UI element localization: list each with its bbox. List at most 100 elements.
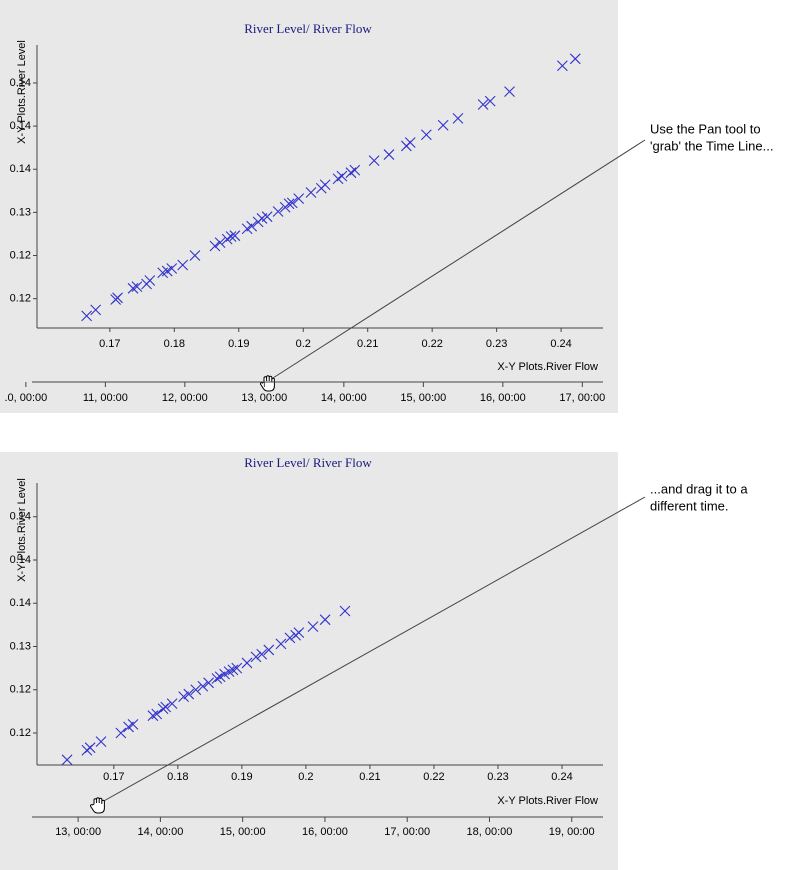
x-tick-label: 0.22 [423,771,444,783]
data-point [452,112,464,124]
timeline-tick-label: 11, 00:00 [83,392,128,404]
timeline-tick-label: 16, 00:00 [480,392,526,404]
x-tick-label: 0.22 [421,338,442,350]
data-point [190,684,202,696]
data-point [231,662,243,674]
x-axis-label: X-Y Plots.River Flow [497,361,598,373]
y-axis-label: X-Y Plots.River Level [16,40,28,144]
x-tick-label: 0.17 [103,771,124,783]
data-point [189,250,201,261]
timeline-tick-label: .0, 00:00 [4,392,47,404]
x-axis-label: X-Y Plots.River Flow [497,795,598,807]
y-tick-label: 0.13 [10,640,31,652]
x-tick-label: 0.18 [167,771,188,783]
data-point [293,193,305,204]
data-point [319,614,331,626]
x-tick-label: 0.21 [359,771,380,783]
data-point [203,677,214,689]
hand-cursor [89,797,105,814]
data-point [283,198,295,210]
data-point [112,292,123,304]
timeline-tick-label: 17, 00:00 [559,392,605,404]
data-point [307,621,319,632]
connector-line [272,139,646,379]
data-point [211,673,223,684]
data-point [81,310,93,322]
x-tick-label: 0.24 [551,771,572,783]
y-tick-label: 0.14 [10,120,31,132]
x-tick-label: 0.19 [228,338,249,350]
data-point [166,263,178,274]
data-point [569,53,581,65]
y-tick-label: 0.14 [10,554,31,566]
data-point [383,149,395,160]
timeline-tick-label: 17, 00:00 [384,826,430,838]
y-tick-label: 0.12 [10,727,31,739]
data-point [147,710,159,722]
timeline-tick-label: 12, 00:00 [162,392,208,404]
data-point [261,211,273,223]
data-point [144,275,156,286]
timeline-tick-label: 14, 00:00 [321,392,367,404]
data-point [250,651,262,663]
data-point [484,95,496,107]
timeline-tick-label: 13, 00:00 [55,826,101,838]
data-point [197,680,209,692]
data-point [286,197,298,209]
x-tick-label: 0.23 [486,338,507,350]
data-point [127,718,139,730]
chart-panel [0,0,618,413]
annotation: 'grab' the Time Line... [650,138,773,153]
timeline-tick-label: 19, 00:00 [549,826,595,838]
y-tick-label: 0.14 [10,511,31,523]
data-point [404,137,416,148]
data-point [272,206,284,217]
data-point [115,727,127,739]
timeline-tick-label: 16, 00:00 [302,826,348,838]
x-tick-label: 0.21 [357,338,378,350]
data-point [183,688,195,700]
x-tick-label: 0.18 [164,338,185,350]
data-point [131,281,143,292]
data-point [241,657,253,669]
y-axis-label: X-Y Plots.River Level [16,478,28,582]
timeline-tick-label: 18, 00:00 [467,826,513,838]
data-point [256,648,268,660]
chart-title: River Level/ River Flow [244,21,372,36]
y-tick-label: 0.13 [10,206,31,218]
data-point [227,664,239,676]
data-point [151,708,163,720]
hand-cursor [259,375,275,392]
timeline-tick-label: 13, 00:00 [241,392,287,404]
data-point [177,259,189,271]
data-point [336,170,348,182]
data-point [477,99,489,110]
data-point [420,129,432,141]
y-tick-label: 0.14 [10,163,31,175]
data-point [504,86,515,97]
data-point [437,119,449,131]
y-tick-label: 0.14 [10,597,31,609]
data-point [556,60,568,72]
data-point [223,666,235,677]
data-point [319,179,331,191]
data-point [160,701,172,713]
data-point [61,754,73,766]
x-tick-label: 0.2 [298,771,313,783]
connector-line [101,496,646,803]
data-point [339,605,351,617]
x-tick-label: 0.17 [99,338,120,350]
x-tick-label: 0.2 [296,338,311,350]
data-point [263,644,275,656]
annotation: ...and drag it to a [650,481,748,496]
data-point [246,220,258,232]
data-point [229,230,241,242]
data-point [157,703,169,715]
timeline-tick-label: 14, 00:00 [137,826,183,838]
x-tick-label: 0.24 [550,338,571,350]
x-tick-label: 0.23 [487,771,508,783]
data-point [275,638,287,650]
y-tick-label: 0.12 [10,684,31,696]
